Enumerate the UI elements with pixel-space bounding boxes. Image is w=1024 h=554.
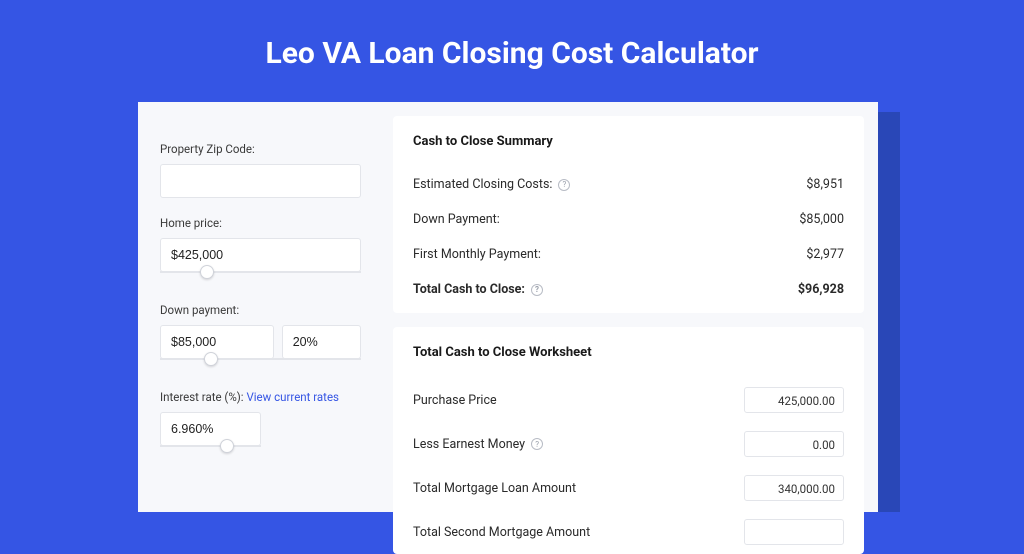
summary-row-total-cash: Total Cash to Close: ? $96,928 [413, 272, 844, 307]
worksheet-label-text: Total Second Mortgage Amount [413, 525, 590, 540]
interest-rate-label: Interest rate (%): View current rates [160, 390, 361, 404]
worksheet-label-text: Total Mortgage Loan Amount [413, 481, 576, 496]
down-payment-label: Down payment: [160, 303, 361, 317]
down-payment-percent-input[interactable] [282, 325, 361, 359]
worksheet-row-earnest-money: Less Earnest Money ? 0.00 [413, 422, 844, 466]
summary-label: Estimated Closing Costs: ? [413, 177, 570, 192]
interest-rate-input[interactable] [160, 412, 261, 446]
summary-value: $96,928 [798, 282, 844, 297]
zip-field-group: Property Zip Code: [160, 142, 361, 198]
view-rates-link[interactable]: View current rates [246, 390, 339, 404]
worksheet-label-text: Less Earnest Money [413, 437, 525, 452]
worksheet-card: Total Cash to Close Worksheet Purchase P… [393, 327, 864, 554]
home-price-label: Home price: [160, 216, 361, 230]
home-price-input[interactable] [160, 238, 361, 272]
interest-rate-label-text: Interest rate (%): [160, 390, 244, 404]
calculator-card: Property Zip Code: Home price: Down paym… [138, 102, 878, 512]
down-payment-field-group: Down payment: [160, 303, 361, 372]
inputs-panel: Property Zip Code: Home price: Down paym… [138, 102, 383, 512]
worksheet-value [744, 519, 844, 545]
down-payment-row [160, 325, 361, 359]
slider-thumb[interactable] [200, 265, 214, 279]
worksheet-label: Less Earnest Money ? [413, 437, 543, 452]
worksheet-row-mortgage-amount: Total Mortgage Loan Amount 340,000.00 [413, 466, 844, 510]
worksheet-label: Purchase Price [413, 393, 497, 408]
summary-label-text: Down Payment: [413, 212, 500, 227]
worksheet-label: Total Mortgage Loan Amount [413, 481, 576, 496]
summary-label: Down Payment: [413, 212, 500, 227]
summary-value: $2,977 [806, 247, 844, 262]
home-price-field-group: Home price: [160, 216, 361, 285]
page-root: Leo VA Loan Closing Cost Calculator Prop… [0, 0, 1024, 512]
summary-title: Cash to Close Summary [413, 134, 844, 149]
interest-rate-slider[interactable] [160, 445, 261, 459]
worksheet-label-text: Purchase Price [413, 393, 497, 408]
worksheet-value: 425,000.00 [744, 387, 844, 413]
summary-row-first-payment: First Monthly Payment: $2,977 [413, 237, 844, 272]
summary-label-text: Total Cash to Close: [413, 282, 525, 297]
slider-track [160, 358, 361, 360]
slider-track [160, 445, 261, 447]
zip-label: Property Zip Code: [160, 142, 361, 156]
worksheet-value: 340,000.00 [744, 475, 844, 501]
summary-label-text: Estimated Closing Costs: [413, 177, 552, 192]
summary-card: Cash to Close Summary Estimated Closing … [393, 116, 864, 313]
help-icon[interactable]: ? [531, 438, 543, 450]
worksheet-row-cutoff: Total Second Mortgage Amount [413, 510, 844, 554]
summary-label: First Monthly Payment: [413, 247, 541, 262]
help-icon[interactable]: ? [531, 284, 543, 296]
down-payment-amount-input[interactable] [160, 325, 274, 359]
summary-value: $85,000 [799, 212, 844, 227]
worksheet-value: 0.00 [744, 431, 844, 457]
slider-thumb[interactable] [204, 352, 218, 366]
worksheet-label: Total Second Mortgage Amount [413, 525, 590, 540]
summary-label-text: First Monthly Payment: [413, 247, 541, 262]
results-panel: Cash to Close Summary Estimated Closing … [383, 102, 878, 512]
summary-row-down-payment: Down Payment: $85,000 [413, 202, 844, 237]
zip-input[interactable] [160, 164, 361, 198]
page-title: Leo VA Loan Closing Cost Calculator [0, 0, 1024, 99]
summary-row-closing-costs: Estimated Closing Costs: ? $8,951 [413, 167, 844, 202]
summary-value: $8,951 [806, 177, 844, 192]
down-payment-slider[interactable] [160, 358, 361, 372]
worksheet-row-purchase-price: Purchase Price 425,000.00 [413, 378, 844, 422]
slider-thumb[interactable] [220, 439, 234, 453]
home-price-slider[interactable] [160, 271, 361, 285]
slider-track [160, 271, 361, 273]
worksheet-title: Total Cash to Close Worksheet [413, 345, 844, 360]
summary-label: Total Cash to Close: ? [413, 282, 543, 297]
help-icon[interactable]: ? [558, 179, 570, 191]
interest-rate-field-group: Interest rate (%): View current rates [160, 390, 361, 459]
